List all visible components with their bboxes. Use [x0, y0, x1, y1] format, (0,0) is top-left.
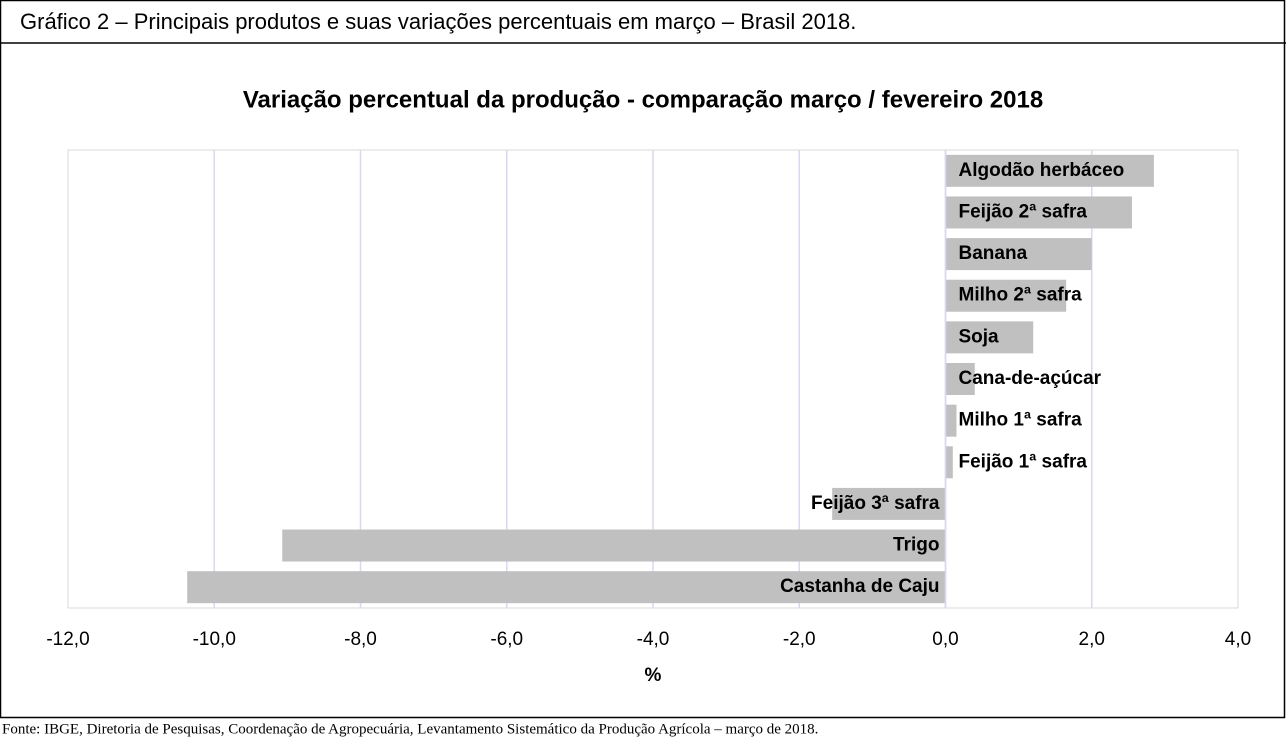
bar: [945, 238, 1092, 271]
category-label: Trigo: [893, 535, 939, 556]
x-tick-label: -12,0: [46, 629, 89, 650]
bar: [832, 487, 946, 520]
source: Fonte: IBGE, Diretoria de Pesquisas, Coo…: [2, 721, 818, 737]
x-tick-label: -2,0: [783, 629, 816, 650]
header: Gráfico 2 – Principais produtos e suas v…: [20, 9, 856, 34]
category-label: Feijão 2ª safra: [959, 201, 1088, 222]
category-label: Banana: [959, 243, 1028, 264]
bar: [945, 446, 953, 479]
bar: [945, 363, 975, 395]
category-label: Feijão 1ª safra: [959, 451, 1088, 472]
x-tick-label: 2,0: [1079, 629, 1105, 650]
category-label: Soja: [959, 326, 1000, 347]
x-tick-label: -10,0: [193, 629, 236, 650]
x-tick-label: 0,0: [932, 629, 958, 650]
category-label: Castanha de Caju: [780, 576, 939, 597]
category-label: Cana-de-açúcar: [959, 368, 1102, 389]
bar: [945, 404, 957, 437]
x-tick-label: -8,0: [344, 629, 377, 650]
bar: [187, 571, 946, 604]
x-axis-label: %: [645, 665, 662, 686]
chart-title: Variação percentual da produção - compar…: [243, 86, 1043, 113]
category-label: Feijão 3ª safra: [811, 493, 940, 514]
category-label: Milho 1ª safra: [959, 410, 1083, 431]
bar: [945, 321, 1034, 354]
bar: [945, 196, 1132, 229]
x-tick-label: -6,0: [490, 629, 523, 650]
bar: [282, 529, 946, 562]
bar: [945, 154, 1154, 187]
bar: [945, 279, 1067, 312]
frame: [0, 0, 1286, 719]
category-label: Algodão herbáceo: [959, 160, 1125, 181]
x-tick-label: -4,0: [637, 629, 670, 650]
category-label: Milho 2ª safra: [959, 285, 1083, 306]
x-tick-label: 4,0: [1225, 629, 1251, 650]
